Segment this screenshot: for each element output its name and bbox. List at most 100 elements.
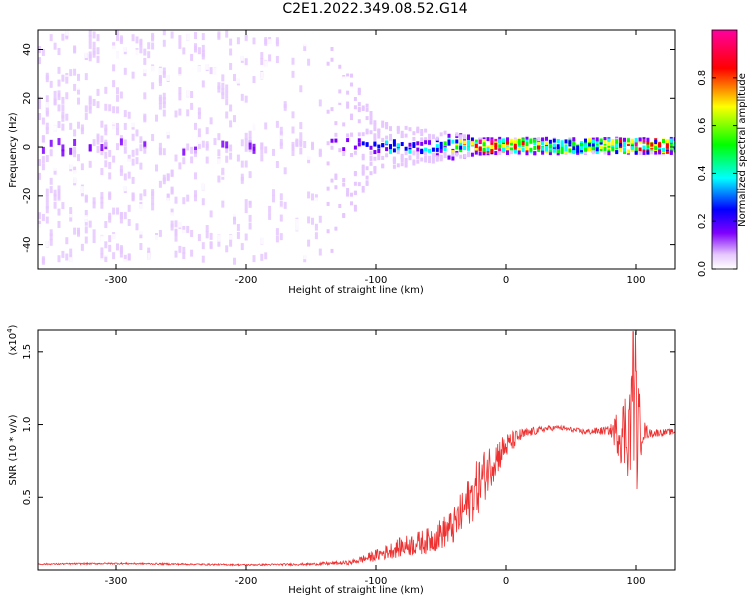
spectrogram-cell bbox=[389, 149, 392, 154]
spectrogram-cell bbox=[385, 140, 389, 145]
spectrogram-cell bbox=[361, 171, 365, 176]
spectrogram-cell bbox=[116, 33, 119, 41]
spectrogram-cell bbox=[552, 138, 556, 143]
spectrogram-cell bbox=[155, 30, 158, 37]
spectrogram-cell bbox=[65, 113, 69, 121]
spectrogram-cell bbox=[209, 210, 213, 218]
spectrogram-cell bbox=[194, 149, 197, 157]
spectrogram-cell bbox=[435, 155, 439, 160]
spectrogram-cell bbox=[420, 131, 424, 136]
spectrogram-cell bbox=[287, 221, 291, 229]
spectrogram-cell bbox=[190, 201, 194, 209]
spectrogram-cell bbox=[291, 111, 295, 119]
spectrogram-cell bbox=[244, 240, 248, 248]
spectrogram-cell bbox=[162, 177, 166, 185]
spectrogram-cell bbox=[49, 73, 53, 81]
spectrogram-cell bbox=[194, 190, 197, 198]
spectrogram-cell bbox=[116, 106, 119, 114]
spectrogram-cell bbox=[49, 118, 53, 126]
spectrogram-cell bbox=[186, 33, 190, 41]
spectrogram-cell bbox=[221, 88, 225, 96]
spectrogram-cell bbox=[147, 51, 151, 59]
spectrogram-cell bbox=[377, 128, 381, 133]
spectrogram-cell bbox=[369, 110, 373, 115]
spectrogram-cell bbox=[459, 148, 463, 153]
spectrogram-cell bbox=[665, 141, 669, 146]
spectrogram-cell bbox=[84, 195, 88, 203]
spectrogram-cell bbox=[96, 260, 100, 268]
spectrogram-cell bbox=[96, 145, 100, 153]
spectrogram-cell bbox=[217, 158, 221, 166]
spectrogram-cell bbox=[646, 140, 650, 145]
spectrogram-cell bbox=[361, 132, 365, 137]
spectrogram-cell bbox=[135, 69, 139, 77]
spectrogram-cell bbox=[92, 201, 96, 209]
spectrogram-cell bbox=[326, 196, 330, 201]
spectrogram-cell bbox=[533, 151, 537, 156]
spectrogram-cell bbox=[182, 246, 186, 254]
spectrogram-cell bbox=[396, 143, 400, 148]
spectrogram-cell bbox=[197, 112, 201, 120]
spectrogram-cell bbox=[104, 241, 108, 249]
spectrogram-cell bbox=[88, 35, 92, 43]
spectrogram-cell bbox=[194, 131, 197, 139]
spectrogram-cell bbox=[572, 146, 576, 151]
spectrogram-frame bbox=[37, 29, 676, 270]
spectrogram-cell bbox=[428, 136, 431, 141]
spectrogram-cell bbox=[396, 129, 400, 134]
spectrogram-cell bbox=[229, 234, 233, 242]
spectrogram-cell bbox=[303, 130, 307, 138]
spectrogram-cell bbox=[389, 133, 392, 138]
spectrogram-cell bbox=[365, 128, 369, 133]
spectrogram-cell bbox=[299, 132, 303, 140]
spectrogram-cell bbox=[615, 150, 619, 155]
spectrogram-cell bbox=[201, 80, 205, 88]
spectrogram-cell bbox=[451, 150, 455, 155]
spectrogram-cell bbox=[279, 200, 283, 208]
spectrogram-cell bbox=[236, 103, 240, 111]
snr-x-tick-label: 100 bbox=[626, 576, 645, 587]
spectrogram-cell bbox=[201, 33, 205, 41]
spectrogram-cell bbox=[88, 41, 92, 49]
spectrogram-cell bbox=[127, 204, 131, 212]
spectrogram-cell bbox=[84, 73, 88, 81]
spectrogram-cell bbox=[41, 48, 45, 56]
spectrogram-cell bbox=[174, 85, 178, 93]
snr-panel: -300 -200 -100 0 100 0.5 1.0 1.5 Height of str… bbox=[6, 324, 676, 596]
spectrogram-cell bbox=[478, 146, 482, 151]
spectrogram-cell bbox=[119, 216, 123, 224]
spectrogram-cell bbox=[69, 147, 73, 155]
spectrogram-cell bbox=[65, 61, 69, 69]
spectrogram-cell bbox=[326, 141, 330, 146]
spectrogram-cell bbox=[673, 148, 675, 153]
spectrogram-cell bbox=[155, 235, 158, 243]
spectrogram-cell bbox=[69, 187, 73, 195]
spectrogram-cell bbox=[521, 138, 525, 143]
spectrogram-cell bbox=[478, 139, 482, 144]
spectrogram-cell bbox=[45, 216, 49, 224]
spectrogram-cell bbox=[135, 241, 139, 249]
spectrogram-cell bbox=[650, 150, 654, 155]
spectrogram-cell bbox=[459, 136, 463, 141]
spectrogram-cell bbox=[84, 127, 88, 135]
spectrogram-cell bbox=[205, 225, 209, 233]
spectrogram-y-ticks: -40 -20 0 20 40 bbox=[22, 43, 675, 253]
spectrogram-cell bbox=[350, 192, 353, 197]
spectrogram-cell bbox=[412, 143, 416, 148]
spectrogram-cell bbox=[268, 61, 272, 69]
spectrogram-cell bbox=[334, 138, 338, 143]
snr-frame bbox=[37, 329, 676, 571]
spectrogram-cell bbox=[45, 206, 49, 214]
spectrogram-cell bbox=[599, 140, 603, 145]
spectrogram-cell bbox=[314, 121, 318, 129]
spectrogram-cell bbox=[225, 141, 229, 149]
spectrogram-cell bbox=[365, 116, 369, 121]
spectrogram-cell bbox=[260, 71, 264, 79]
spectrogram-cell bbox=[182, 92, 186, 100]
spectrogram-cell bbox=[61, 96, 65, 104]
spectrogram-cell bbox=[330, 178, 334, 183]
spectrogram-cell bbox=[318, 248, 322, 256]
spectrogram-cell bbox=[490, 141, 494, 146]
spectrogram-cell bbox=[221, 223, 225, 231]
spectrogram-cell bbox=[474, 150, 478, 155]
